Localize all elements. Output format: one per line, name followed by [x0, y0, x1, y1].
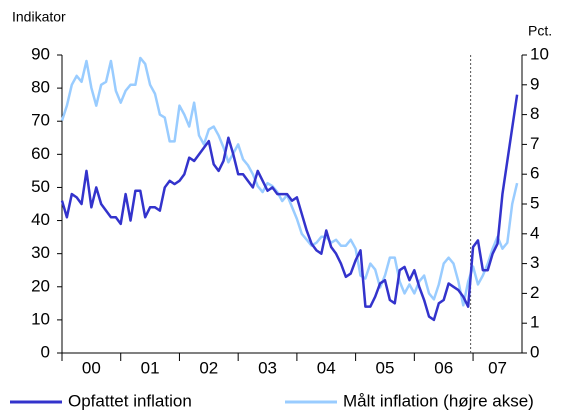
x-tick-label: 00 [82, 358, 101, 377]
x-tick-label: 02 [199, 358, 218, 377]
legend-label: Målt inflation (højre akse) [343, 391, 534, 410]
y2-axis-label: Pct. [528, 23, 552, 39]
y2-tick-label: 6 [530, 164, 539, 183]
x-tick-label: 06 [434, 358, 453, 377]
y-axis-label: Indikator [12, 9, 66, 25]
y-tick-label: 70 [31, 111, 50, 130]
y-tick-label: 50 [31, 177, 50, 196]
y2-tick-label: 9 [530, 74, 539, 93]
series-line [60, 94, 519, 322]
y-tick-label: 60 [31, 144, 50, 163]
x-tick-label: 04 [317, 358, 336, 377]
y2-tick-label: 10 [530, 44, 549, 63]
y-tick-label: 90 [31, 44, 50, 63]
y-tick-label: 0 [41, 342, 50, 361]
y-tick-label: 40 [31, 210, 50, 229]
x-tick-label: 01 [141, 358, 160, 377]
y2-tick-label: 5 [530, 193, 539, 212]
y-tick-label: 10 [31, 309, 50, 328]
y2-tick-label: 3 [530, 253, 539, 272]
legend-label: Opfattet inflation [68, 391, 192, 410]
y2-tick-label: 0 [530, 342, 539, 361]
series-line [60, 56, 519, 307]
x-tick-label: 05 [376, 358, 395, 377]
y2-tick-label: 1 [530, 313, 539, 332]
x-tick-label: 03 [258, 358, 277, 377]
y2-tick-label: 2 [530, 283, 539, 302]
y2-tick-label: 4 [530, 223, 539, 242]
y-tick-label: 20 [31, 276, 50, 295]
y-tick-label: 80 [31, 78, 50, 97]
y2-tick-label: 8 [530, 104, 539, 123]
y-tick-label: 30 [31, 243, 50, 262]
x-tick-label: 07 [488, 358, 507, 377]
y2-tick-label: 7 [530, 134, 539, 153]
